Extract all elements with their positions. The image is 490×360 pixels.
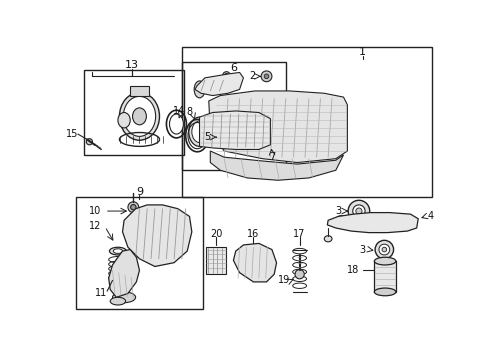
Text: 2: 2 — [249, 71, 256, 81]
Circle shape — [128, 202, 139, 213]
Bar — [182, 47, 432, 197]
Ellipse shape — [113, 249, 122, 253]
Circle shape — [86, 139, 93, 145]
Ellipse shape — [170, 114, 183, 134]
Ellipse shape — [374, 288, 396, 296]
Circle shape — [404, 217, 414, 226]
Text: 11: 11 — [95, 288, 107, 298]
Text: 10: 10 — [89, 206, 101, 216]
Circle shape — [379, 244, 390, 255]
Text: 19: 19 — [278, 275, 291, 285]
Circle shape — [382, 247, 387, 252]
Circle shape — [338, 219, 344, 225]
Text: 7: 7 — [269, 152, 275, 162]
Text: 3: 3 — [335, 206, 341, 216]
Circle shape — [131, 204, 136, 210]
Circle shape — [356, 208, 362, 214]
Text: 6: 6 — [230, 63, 237, 73]
Polygon shape — [122, 205, 192, 266]
Bar — [206, 247, 226, 274]
Ellipse shape — [262, 116, 279, 147]
Text: 14: 14 — [173, 106, 186, 116]
Circle shape — [348, 200, 369, 222]
Ellipse shape — [132, 108, 147, 125]
Ellipse shape — [110, 297, 125, 305]
Text: 15: 15 — [66, 129, 78, 139]
Ellipse shape — [109, 275, 127, 281]
Text: 13: 13 — [125, 60, 139, 70]
Bar — [76, 197, 203, 309]
Circle shape — [224, 73, 228, 77]
Polygon shape — [233, 243, 276, 282]
Circle shape — [374, 216, 387, 228]
Ellipse shape — [192, 121, 207, 143]
Bar — [182, 62, 286, 170]
Bar — [130, 86, 149, 96]
Ellipse shape — [113, 292, 136, 303]
Bar — [84, 70, 184, 155]
Ellipse shape — [189, 117, 210, 147]
Ellipse shape — [120, 93, 160, 140]
Text: 20: 20 — [210, 229, 222, 239]
Ellipse shape — [109, 247, 126, 255]
Text: 18: 18 — [347, 265, 360, 275]
Text: 12: 12 — [89, 221, 101, 231]
Circle shape — [375, 240, 393, 259]
Ellipse shape — [374, 257, 396, 265]
Circle shape — [377, 219, 384, 225]
Polygon shape — [209, 91, 347, 163]
Circle shape — [264, 74, 269, 78]
Text: 5: 5 — [204, 132, 210, 142]
Ellipse shape — [118, 112, 130, 128]
Circle shape — [353, 205, 365, 217]
Text: 17: 17 — [294, 229, 306, 239]
Text: 16: 16 — [247, 229, 260, 239]
Circle shape — [261, 71, 272, 82]
Text: 4: 4 — [427, 211, 434, 221]
Circle shape — [335, 216, 347, 228]
Text: 9: 9 — [136, 187, 143, 197]
Polygon shape — [210, 151, 343, 180]
Polygon shape — [327, 213, 418, 233]
Ellipse shape — [324, 236, 332, 242]
Text: 8: 8 — [187, 108, 193, 117]
Ellipse shape — [194, 81, 205, 98]
Ellipse shape — [123, 96, 156, 136]
Text: 3: 3 — [360, 244, 366, 255]
Polygon shape — [109, 249, 140, 297]
Text: 1: 1 — [359, 48, 367, 58]
Polygon shape — [199, 111, 270, 149]
Circle shape — [295, 270, 304, 279]
Circle shape — [222, 72, 230, 80]
Ellipse shape — [265, 121, 276, 143]
Polygon shape — [195, 72, 244, 95]
Bar — [374, 261, 396, 292]
